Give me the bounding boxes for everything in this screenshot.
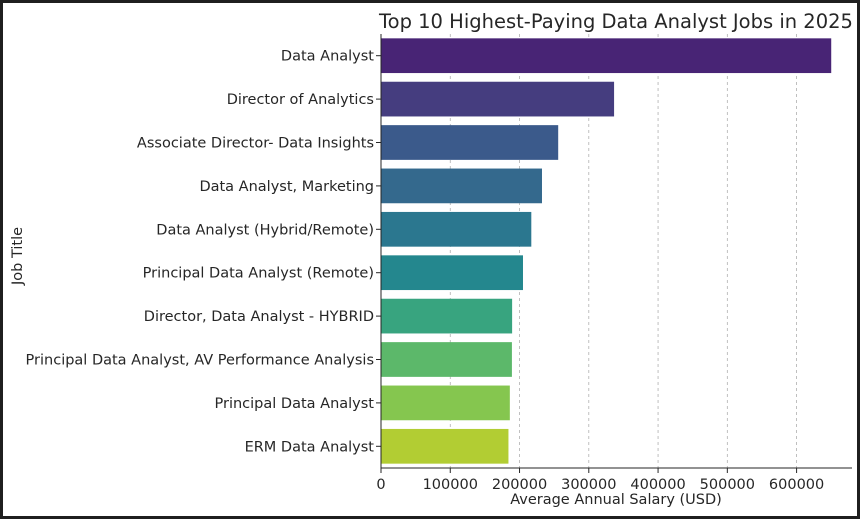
x-tick-label: 200000 (492, 477, 547, 493)
bar (381, 342, 512, 377)
x-tick-label: 600000 (769, 477, 824, 493)
x-tick-label: 300000 (561, 477, 616, 493)
category-label: Principal Data Analyst (Remote) (143, 266, 374, 282)
x-axis-title: Average Annual Salary (USD) (510, 492, 722, 508)
bars (381, 38, 832, 464)
chart-title: Top 10 Highest-Paying Data Analyst Jobs … (378, 10, 853, 33)
category-labels: Data Analyst Director of Analytics Associa… (26, 49, 381, 455)
category-label: Principal Data Analyst, AV Performance A… (26, 353, 374, 369)
x-tick-label: 400000 (630, 477, 685, 493)
category-label: Data Analyst (Hybrid/Remote) (156, 222, 374, 238)
category-label: ERM Data Analyst (245, 439, 375, 455)
category-label: Associate Director- Data Insights (137, 136, 374, 152)
y-axis-title: Job Title (10, 227, 26, 286)
bar (381, 81, 615, 117)
bar (381, 255, 523, 291)
bar (381, 385, 510, 421)
bar (381, 168, 542, 204)
bar-chart: Top 10 Highest-Paying Data Analyst Jobs … (10, 10, 853, 508)
category-label: Principal Data Analyst (215, 396, 375, 412)
x-tick-label: 0 (376, 477, 385, 493)
bar (381, 298, 513, 334)
category-label: Director, Data Analyst - HYBRID (144, 309, 374, 325)
bar (381, 428, 509, 464)
category-label: Director of Analytics (227, 92, 374, 108)
bar (381, 211, 532, 247)
x-ticks: 0 100000 200000 300000 400000 500000 600000 (376, 468, 824, 493)
category-label: Data Analyst (281, 49, 374, 65)
bar (381, 38, 832, 74)
bar (381, 125, 559, 160)
x-tick-label: 100000 (423, 477, 478, 493)
chart-frame: Top 10 Highest-Paying Data Analyst Jobs … (3, 3, 857, 516)
x-tick-label: 500000 (700, 477, 755, 493)
category-label: Data Analyst, Marketing (199, 179, 374, 195)
